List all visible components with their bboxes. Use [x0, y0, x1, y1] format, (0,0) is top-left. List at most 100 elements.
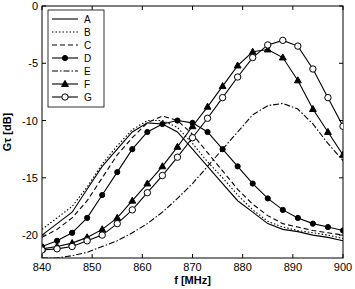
- y-tick: [42, 63, 46, 64]
- series-line: [42, 40, 343, 250]
- series-marker: [205, 129, 210, 134]
- series-marker: [310, 105, 317, 111]
- series-marker: [114, 214, 121, 220]
- legend-label: G: [84, 92, 92, 103]
- x-axis-label: f [MHz]: [174, 274, 211, 286]
- series-marker: [295, 215, 300, 220]
- series-line: [42, 103, 343, 258]
- series-marker: [100, 192, 105, 197]
- series-marker: [114, 220, 120, 226]
- legend-marker: [62, 55, 67, 60]
- x-tick-label: 890: [284, 261, 302, 273]
- series-marker: [250, 54, 256, 60]
- series-marker: [234, 62, 241, 68]
- legend-label: B: [84, 27, 91, 38]
- plot-frame: [42, 6, 343, 258]
- series-marker: [204, 103, 211, 109]
- series-marker: [280, 207, 285, 212]
- series-marker: [235, 164, 240, 169]
- x-tick-label: 840: [33, 261, 51, 273]
- x-tick-label: 880: [233, 261, 251, 273]
- y-tick: [42, 6, 46, 7]
- x-tick: [343, 6, 344, 10]
- x-tick: [242, 6, 243, 10]
- legend-line: [52, 44, 78, 45]
- y-tick: [42, 120, 46, 121]
- legend-marker: [62, 80, 69, 86]
- x-tick: [92, 6, 93, 10]
- legend-line: [52, 18, 78, 19]
- series-marker: [294, 77, 301, 83]
- series-marker: [160, 121, 165, 126]
- series-marker: [219, 83, 226, 89]
- x-tick: [292, 254, 293, 258]
- series-marker: [204, 115, 210, 121]
- series-marker: [279, 54, 286, 60]
- legend-label: C: [84, 40, 91, 51]
- series-marker: [84, 238, 90, 244]
- series-line: [42, 50, 343, 249]
- x-tick: [92, 254, 93, 258]
- series-line: [42, 116, 343, 237]
- y-tick-label: 0: [32, 0, 38, 12]
- series-marker: [265, 42, 271, 48]
- series-marker: [144, 180, 151, 186]
- legend-line: [52, 70, 78, 71]
- series-marker: [265, 196, 270, 201]
- y-tick-label: -15: [22, 172, 38, 184]
- legend-box: [48, 10, 104, 107]
- series-marker: [325, 224, 330, 229]
- series-line: [42, 123, 343, 241]
- series-marker: [189, 123, 196, 129]
- series-marker: [340, 123, 343, 129]
- series-marker: [85, 215, 90, 220]
- series-marker: [69, 243, 75, 249]
- series-marker: [249, 48, 256, 54]
- series-marker: [145, 129, 150, 134]
- x-tick: [242, 254, 243, 258]
- series-marker: [54, 246, 60, 252]
- series-marker: [144, 190, 150, 196]
- legend-label: E: [84, 66, 91, 77]
- series-marker: [130, 147, 135, 152]
- series-marker: [42, 247, 45, 253]
- x-tick: [192, 6, 193, 10]
- series-marker: [189, 135, 195, 141]
- series-marker: [99, 226, 106, 232]
- legend-marker: [62, 94, 68, 100]
- legend: ABCDEFG: [48, 10, 104, 107]
- x-tick: [192, 254, 193, 258]
- y-tick: [339, 63, 343, 64]
- y-tick: [339, 6, 343, 7]
- series-marker: [174, 154, 180, 160]
- y-tick-label: -10: [22, 115, 38, 127]
- series-marker: [340, 151, 343, 157]
- y-tick-label: -20: [22, 229, 38, 241]
- series-marker: [340, 228, 343, 233]
- y-tick: [42, 177, 46, 178]
- series-marker: [99, 232, 105, 238]
- plot-area: [42, 37, 343, 258]
- x-tick-label: 850: [83, 261, 101, 273]
- y-tick-label: -5: [28, 57, 38, 69]
- x-tick: [42, 254, 43, 258]
- legend-label: D: [84, 53, 91, 64]
- series-marker: [174, 143, 181, 149]
- series-marker: [325, 94, 331, 100]
- x-tick: [343, 254, 344, 258]
- series-marker: [310, 66, 316, 72]
- chart: 840850860870880890900-20-15-10-50f [MHz]…: [0, 0, 355, 289]
- series-marker: [310, 221, 315, 226]
- x-tick: [142, 6, 143, 10]
- series-marker: [70, 230, 75, 235]
- y-tick: [339, 177, 343, 178]
- series-marker: [219, 94, 225, 100]
- series-marker: [295, 43, 301, 49]
- series-line: [42, 121, 343, 239]
- x-tick-label: 860: [133, 261, 151, 273]
- x-tick: [292, 6, 293, 10]
- series-marker: [250, 181, 255, 186]
- x-tick: [42, 6, 43, 10]
- series-marker: [129, 207, 135, 213]
- x-tick: [142, 254, 143, 258]
